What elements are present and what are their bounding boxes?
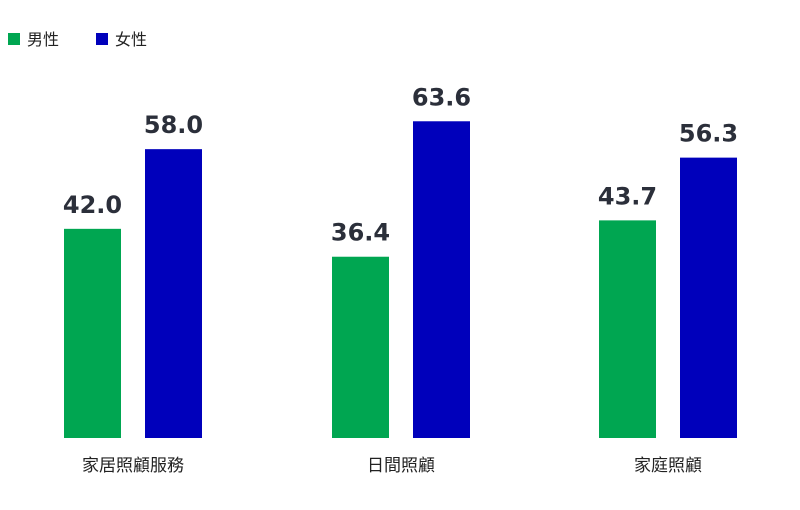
bar-male-2 — [599, 220, 656, 438]
legend-label-female: 女性 — [115, 30, 147, 49]
legend-swatch-male — [8, 33, 20, 45]
value-label-group: 42.0 58.0 36.4 63.6 43.7 56.3 — [63, 83, 738, 246]
bar-female-2 — [680, 157, 737, 438]
value-label-female-0: 58.0 — [144, 111, 203, 139]
value-label-female-2: 56.3 — [679, 120, 738, 148]
legend-label-male: 男性 — [27, 30, 59, 49]
legend-swatch-female — [96, 33, 108, 45]
category-label-1: 日間照顧 — [367, 456, 435, 476]
bar-male-1 — [332, 256, 389, 438]
value-label-male-1: 36.4 — [331, 219, 390, 247]
bar-female-0 — [145, 149, 202, 438]
category-label-0: 家居照顧服務 — [82, 456, 184, 476]
value-label-male-2: 43.7 — [598, 182, 657, 210]
bar-female-1 — [413, 121, 470, 438]
category-axis: 家居照顧服務 日間照顧 家庭照顧 — [82, 456, 702, 476]
bar-male-0 — [64, 228, 121, 438]
value-label-male-0: 42.0 — [63, 191, 122, 219]
value-label-female-1: 63.6 — [412, 83, 471, 111]
category-label-2: 家庭照顧 — [634, 456, 702, 476]
chart-legend: 男性 女性 — [8, 30, 147, 49]
bar-group — [64, 121, 737, 438]
